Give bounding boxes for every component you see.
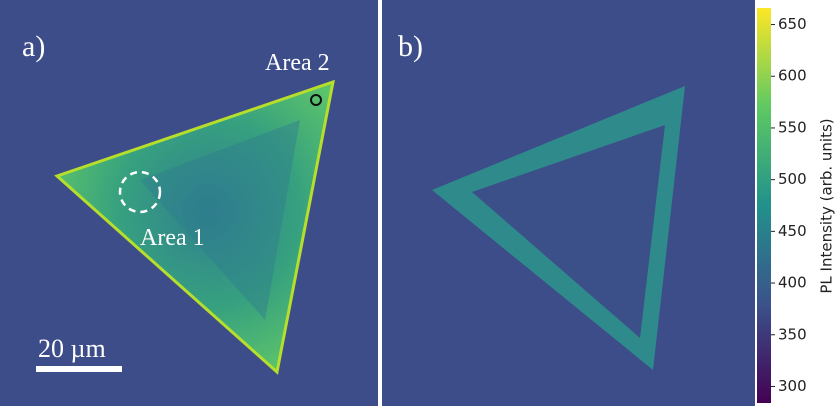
panel-a: a) Area 2 Area 1 20 µm <box>0 0 378 406</box>
colorbar-tick-label: 550 <box>778 118 807 136</box>
panel-label: a) <box>22 30 45 63</box>
colorbar <box>757 8 771 403</box>
panel-b: b) <box>382 0 755 406</box>
colorbar-tick-label: 500 <box>778 170 807 188</box>
figure: a) Area 2 Area 1 20 µm b) PL Intensity (… <box>0 0 840 406</box>
colorbar-tick-label: 400 <box>778 274 807 292</box>
colorbar-tick-label: 650 <box>778 15 807 33</box>
annotation: Area 2 <box>265 50 330 76</box>
annotation: Area 1 <box>140 225 205 251</box>
divider <box>378 0 382 406</box>
colorbar-tick-label: 300 <box>778 377 807 395</box>
scale-bar-label: 20 µm <box>38 334 106 363</box>
colorbar-tick-label: 350 <box>778 325 807 343</box>
scale-bar <box>36 366 122 372</box>
colorbar-tick-label: 600 <box>778 67 807 85</box>
panel-label: b) <box>398 30 423 63</box>
colorbar-tick-label: 450 <box>778 222 807 240</box>
colorbar-label: PL Intensity (arb. units) <box>818 118 836 293</box>
